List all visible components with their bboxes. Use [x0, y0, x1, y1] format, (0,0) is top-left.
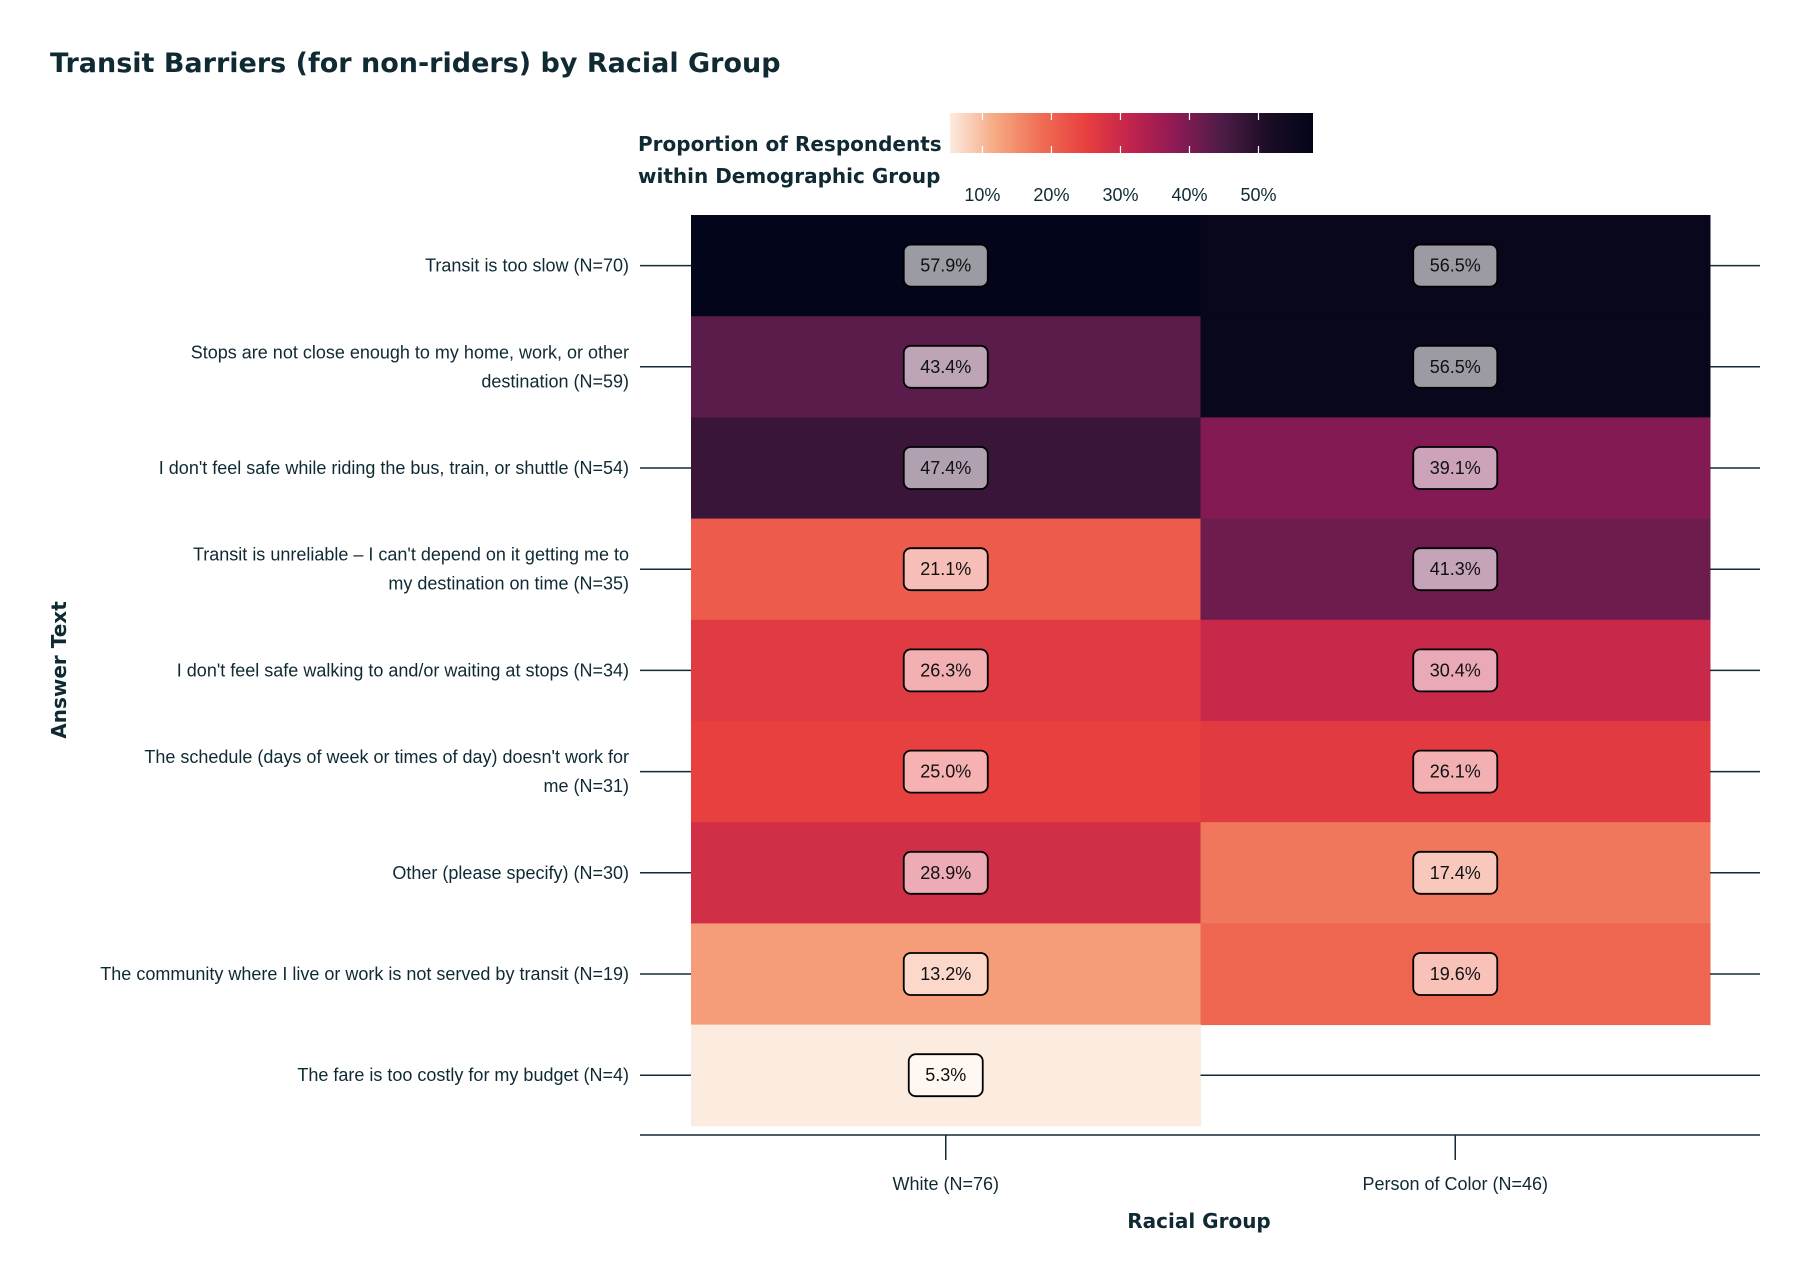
x-axis-title: Racial Group — [1127, 1209, 1271, 1233]
cell-value-label: 30.4% — [1430, 660, 1481, 680]
chart-title: Transit Barriers (for non-riders) by Rac… — [50, 48, 781, 79]
y-tick-label: me (N=31) — [543, 776, 629, 796]
heatmap-cells: 57.9% 56.5% 43.4% 56.5% 47.4% 39.1% 21.1% 41.3%… — [691, 215, 1711, 1127]
cell-label-box — [1412, 243, 1499, 288]
y-tick-label: Other (please specify) (N=30) — [392, 863, 629, 883]
legend-tick-label: 10% — [964, 185, 1000, 205]
cell-value-label: 26.1% — [1430, 762, 1481, 782]
legend-tick-label: 30% — [1102, 185, 1138, 205]
cell-label-box — [1412, 344, 1499, 389]
y-tick-label: Transit is too slow (N=70) — [425, 256, 629, 276]
x-tick-label: White (N=76) — [892, 1174, 999, 1194]
cell-value-label: 13.2% — [920, 964, 971, 984]
legend-title-line-1: Proportion of Respondents — [638, 132, 942, 156]
legend-tick-label: 40% — [1171, 185, 1207, 205]
cell-value-label: 41.3% — [1430, 559, 1481, 579]
y-tick-label: Transit is unreliable – I can't depend o… — [193, 545, 629, 565]
cell-label-box — [902, 850, 989, 895]
cell-value-label: 26.3% — [920, 660, 971, 680]
cell-value-label: 5.3% — [925, 1065, 966, 1085]
x-tick-label: Person of Color (N=46) — [1362, 1174, 1548, 1194]
cell-value-label: 21.1% — [920, 559, 971, 579]
cell-value-label: 17.4% — [1430, 863, 1481, 883]
legend-colorbar — [950, 113, 1313, 153]
x-axis: White (N=76) Person of Color (N=46) — [640, 1134, 1760, 1194]
cell-value-label: 39.1% — [1430, 458, 1481, 478]
cell-label-box — [1412, 952, 1499, 996]
cell-label-box — [902, 344, 989, 389]
cell-label-box — [902, 243, 989, 288]
cell-value-label: 56.5% — [1430, 256, 1481, 276]
cell-value-label: 28.9% — [920, 863, 971, 883]
cell-value-label: 19.6% — [1430, 964, 1481, 984]
y-tick-label: I don't feel safe while riding the bus, … — [159, 458, 629, 478]
y-tick-label: The schedule (days of week or times of d… — [144, 747, 629, 767]
y-tick-label: my destination on time (N=35) — [388, 574, 629, 594]
cell-label-box — [902, 749, 989, 794]
y-tick-label: The community where I live or work is no… — [100, 964, 629, 984]
cell-value-label: 43.4% — [920, 357, 971, 377]
y-axis-title: Answer Text — [47, 601, 71, 739]
y-tick-label: destination (N=59) — [481, 371, 629, 391]
cell-value-label: 57.9% — [920, 256, 971, 276]
legend-tick-label: 50% — [1240, 185, 1276, 205]
color-legend: Proportion of Respondents within Demogra… — [638, 113, 1313, 205]
cell-label-box — [902, 952, 989, 996]
legend-tick-label: 20% — [1033, 185, 1069, 205]
cell-label-box — [902, 648, 989, 693]
cell-label-box — [902, 446, 989, 490]
legend-title-line-2: within Demographic Group — [638, 164, 940, 188]
cell-value-label: 56.5% — [1430, 357, 1481, 377]
cell-value-label: 25.0% — [920, 762, 971, 782]
cell-value-label: 47.4% — [920, 458, 971, 478]
y-tick-label: The fare is too costly for my budget (N=… — [297, 1065, 629, 1085]
cell-label-box — [907, 1053, 984, 1098]
cell-label-box — [1412, 850, 1499, 895]
y-tick-label: Stops are not close enough to my home, w… — [191, 342, 629, 362]
cell-label-box — [1412, 749, 1499, 794]
cell-label-box — [902, 547, 989, 592]
cell-label-box — [1412, 446, 1499, 490]
y-tick-label: I don't feel safe walking to and/or wait… — [177, 660, 629, 680]
cell-label-box — [1412, 648, 1499, 693]
y-axis: Transit is too slow (N=70) Stops are not … — [100, 256, 1760, 1085]
cell-label-box — [1412, 547, 1499, 592]
